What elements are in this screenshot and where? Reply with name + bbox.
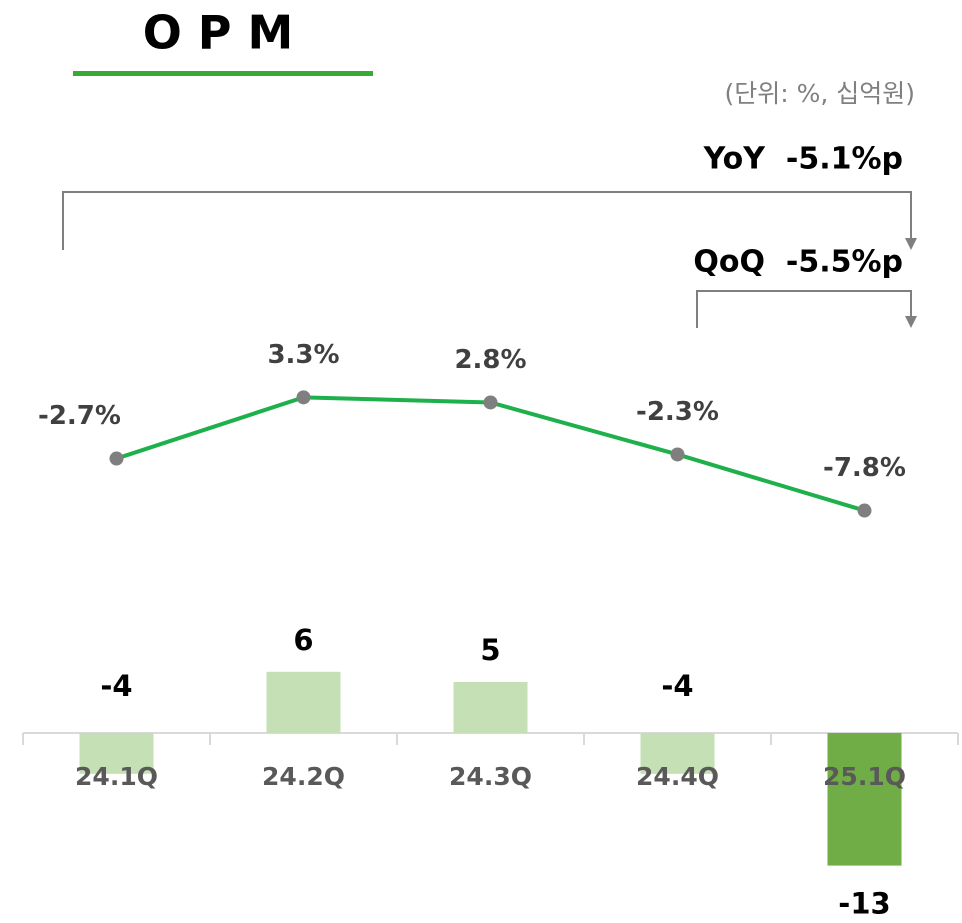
x-tick-label: 24.1Q <box>75 762 158 791</box>
bar-value-label: 6 <box>293 623 313 657</box>
bar-value-label: -13 <box>838 887 890 921</box>
opm-value-label: -2.3% <box>636 397 719 427</box>
title-underline <box>73 71 373 76</box>
unit-label: (단위: %, 십억원) <box>724 79 915 108</box>
opm-value-label: 3.3% <box>267 340 339 370</box>
x-tick-label: 25.1Q <box>823 762 906 791</box>
x-tick-label: 24.3Q <box>449 762 532 791</box>
opm-point <box>109 451 124 466</box>
chart-title: O P M <box>143 6 294 60</box>
yoy-bracket <box>62 191 912 250</box>
qoq-bracket <box>696 290 912 328</box>
yoy-annotation: YoY -5.1%p <box>703 142 903 177</box>
opm-line <box>115 395 866 513</box>
qoq-arrow <box>905 316 917 328</box>
opm-point <box>296 390 311 405</box>
bar <box>79 733 154 774</box>
yoy-arrow <box>905 238 917 250</box>
opm-point <box>670 447 685 462</box>
bar-value-label: 5 <box>480 633 500 667</box>
opm-value-label: -7.8% <box>823 453 906 483</box>
bar <box>827 733 902 866</box>
x-tick-label: 24.2Q <box>262 762 345 791</box>
x-tick-label: 24.4Q <box>636 762 719 791</box>
opm-value-label: -2.7% <box>38 401 121 431</box>
opm-value-label: 2.8% <box>454 345 526 375</box>
bar-value-label: -4 <box>100 669 132 703</box>
bar <box>453 682 528 733</box>
qoq-annotation: QoQ -5.5%p <box>693 245 903 280</box>
bar-value-label: -4 <box>661 669 693 703</box>
bar <box>266 671 341 733</box>
opm-point <box>857 503 872 518</box>
opm-point <box>483 395 498 410</box>
bar <box>640 733 715 774</box>
